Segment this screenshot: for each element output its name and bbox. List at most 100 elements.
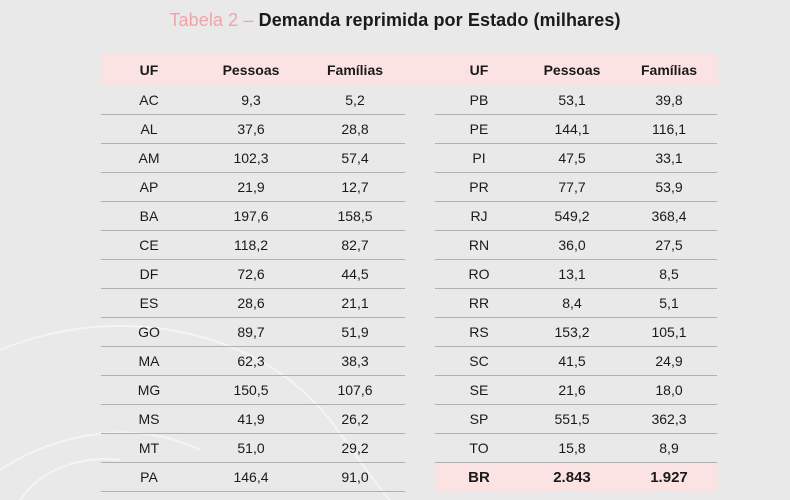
cell-pessoas: 41,5	[523, 346, 621, 376]
cell-pessoas: 51,0	[197, 433, 305, 463]
cell-uf: AL	[101, 114, 197, 144]
cell-uf: PA	[101, 462, 197, 492]
cell-pessoas: 146,4	[197, 462, 305, 492]
state-demand-table: UF Pessoas Famílias UF Pessoas Famílias …	[101, 53, 717, 492]
cell-uf: RR	[435, 288, 523, 318]
table-row: GO 89,7 51,9 RS 153,2 105,1	[101, 317, 717, 347]
cell-familias: 8,5	[621, 259, 717, 289]
column-gap	[405, 289, 435, 318]
table-row: AM 102,3 57,4 PI 47,5 33,1	[101, 143, 717, 173]
cell-pessoas: 15,8	[523, 433, 621, 463]
cell-pessoas: 8,4	[523, 288, 621, 318]
cell-familias: 29,2	[305, 433, 405, 463]
table-row: MS 41,9 26,2 SP 551,5 362,3	[101, 404, 717, 434]
cell-uf: MG	[101, 375, 197, 405]
cell-pessoas: 549,2	[523, 201, 621, 231]
column-gap	[405, 231, 435, 260]
column-header-uf-right: UF	[435, 53, 523, 86]
cell-familias: 39,8	[621, 86, 717, 115]
cell-uf: DF	[101, 259, 197, 289]
total-cell-uf: BR	[435, 462, 523, 492]
cell-familias: 105,1	[621, 317, 717, 347]
cell-familias: 82,7	[305, 230, 405, 260]
cell-uf: SP	[435, 404, 523, 434]
cell-familias: 33,1	[621, 143, 717, 173]
table-row: ES 28,6 21,1 RR 8,4 5,1	[101, 288, 717, 318]
cell-uf: PR	[435, 172, 523, 202]
cell-uf: PE	[435, 114, 523, 144]
column-gap	[405, 376, 435, 405]
cell-familias: 38,3	[305, 346, 405, 376]
column-gap	[405, 202, 435, 231]
table-row: DF 72,6 44,5 RO 13,1 8,5	[101, 259, 717, 289]
cell-familias: 12,7	[305, 172, 405, 202]
column-header-familias-right: Famílias	[621, 53, 717, 86]
cell-familias: 28,8	[305, 114, 405, 144]
cell-familias: 5,1	[621, 288, 717, 318]
column-gap	[405, 347, 435, 376]
cell-uf: RJ	[435, 201, 523, 231]
cell-familias: 8,9	[621, 433, 717, 463]
cell-familias: 362,3	[621, 404, 717, 434]
total-cell-pessoas: 2.843	[523, 462, 621, 492]
header-row: UF Pessoas Famílias UF Pessoas Famílias	[101, 53, 717, 86]
cell-uf: MT	[101, 433, 197, 463]
cell-familias: 24,9	[621, 346, 717, 376]
table-row: PA 146,4 91,0 BR 2.843 1.927	[101, 462, 717, 492]
table-title: Tabela 2 – Demanda reprimida por Estado …	[0, 10, 790, 31]
column-gap	[405, 405, 435, 434]
table-row: BA 197,6 158,5 RJ 549,2 368,4	[101, 201, 717, 231]
cell-uf: PB	[435, 86, 523, 115]
cell-uf: TO	[435, 433, 523, 463]
table-row: CE 118,2 82,7 RN 36,0 27,5	[101, 230, 717, 260]
cell-familias: 27,5	[621, 230, 717, 260]
cell-uf: AP	[101, 172, 197, 202]
cell-pessoas: 62,3	[197, 346, 305, 376]
cell-familias: 53,9	[621, 172, 717, 202]
cell-familias: 116,1	[621, 114, 717, 144]
column-gap	[405, 115, 435, 144]
column-gap	[405, 463, 435, 492]
column-header-uf: UF	[101, 53, 197, 86]
column-gap	[405, 260, 435, 289]
cell-pessoas: 36,0	[523, 230, 621, 260]
cell-uf: PI	[435, 143, 523, 173]
column-gap	[405, 173, 435, 202]
cell-familias: 44,5	[305, 259, 405, 289]
cell-familias: 5,2	[305, 86, 405, 115]
cell-pessoas: 72,6	[197, 259, 305, 289]
cell-pessoas: 21,9	[197, 172, 305, 202]
cell-uf: CE	[101, 230, 197, 260]
cell-pessoas: 28,6	[197, 288, 305, 318]
cell-uf: RO	[435, 259, 523, 289]
cell-familias: 107,6	[305, 375, 405, 405]
table-row: MT 51,0 29,2 TO 15,8 8,9	[101, 433, 717, 463]
cell-pessoas: 47,5	[523, 143, 621, 173]
cell-uf: ES	[101, 288, 197, 318]
column-gap	[405, 86, 435, 115]
cell-familias: 21,1	[305, 288, 405, 318]
column-header-pessoas: Pessoas	[197, 53, 305, 86]
cell-familias: 26,2	[305, 404, 405, 434]
column-header-pessoas-right: Pessoas	[523, 53, 621, 86]
cell-pessoas: 102,3	[197, 143, 305, 173]
column-header-familias: Famílias	[305, 53, 405, 86]
table-row: AP 21,9 12,7 PR 77,7 53,9	[101, 172, 717, 202]
cell-familias: 51,9	[305, 317, 405, 347]
cell-familias: 158,5	[305, 201, 405, 231]
cell-pessoas: 551,5	[523, 404, 621, 434]
table-row: MA 62,3 38,3 SC 41,5 24,9	[101, 346, 717, 376]
cell-uf: RN	[435, 230, 523, 260]
cell-familias: 368,4	[621, 201, 717, 231]
cell-pessoas: 89,7	[197, 317, 305, 347]
cell-uf: MA	[101, 346, 197, 376]
cell-pessoas: 41,9	[197, 404, 305, 434]
cell-pessoas: 21,6	[523, 375, 621, 405]
cell-uf: RS	[435, 317, 523, 347]
table-caption: Demanda reprimida por Estado (milhares)	[258, 10, 621, 30]
cell-uf: AC	[101, 86, 197, 115]
cell-pessoas: 77,7	[523, 172, 621, 202]
cell-pessoas: 144,1	[523, 114, 621, 144]
cell-uf: MS	[101, 404, 197, 434]
cell-uf: SE	[435, 375, 523, 405]
